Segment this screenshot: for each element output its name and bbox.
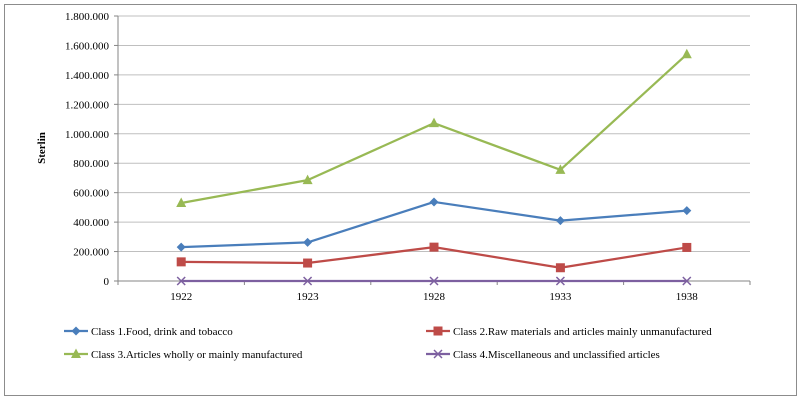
series-line [181, 53, 688, 205]
data-point [176, 197, 187, 207]
data-point [682, 276, 692, 286]
legend-label: Class 3.Articles wholly or mainly manufa… [91, 349, 303, 361]
y-tick-label: 1.200.000 [65, 99, 110, 111]
x-marker-stroke [303, 276, 313, 286]
legend-item-3: Class 3.Articles wholly or mainly manufa… [64, 348, 303, 361]
data-point [176, 257, 186, 267]
x-marker-stroke [682, 276, 692, 286]
gridlines [118, 15, 750, 253]
data-point [429, 197, 439, 207]
legend: Class 1.Food, drink and tobacco Class 2.R… [64, 326, 712, 361]
chart-frame [4, 4, 797, 396]
data-point [555, 276, 565, 286]
x-marker-stroke [433, 349, 443, 359]
y-tick-label: 600.000 [73, 188, 109, 200]
data-point [303, 258, 313, 268]
legend-marker [433, 349, 443, 359]
y-tick-label: 0 [104, 276, 110, 288]
y-tick-label: 1.800.000 [65, 11, 110, 23]
data-point [682, 242, 692, 252]
data-point [303, 276, 313, 286]
legend-label: Class 2.Raw materials and articles mainl… [453, 326, 712, 338]
x-tick-label: 1928 [423, 291, 446, 303]
legend-label: Class 1.Food, drink and tobacco [91, 326, 233, 338]
legend-marker [71, 348, 81, 358]
y-tick-label: 1.600.000 [65, 40, 110, 52]
data-point [555, 216, 565, 226]
legend-item-1: Class 1.Food, drink and tobacco [64, 326, 233, 338]
y-tick-labels: 0 200.000 400.000 600.000 800.000 1.000.000 1.… [65, 11, 110, 288]
y-tick-label: 200.000 [73, 247, 109, 259]
data-point [681, 48, 692, 59]
x-marker-stroke [176, 276, 186, 286]
y-axis-label: Sterlin [36, 132, 48, 164]
x-marker-stroke [429, 276, 439, 286]
y-tick-label: 400.000 [73, 217, 109, 229]
data-point [429, 242, 439, 252]
x-tick-labels: 1922 1923 1928 1933 1938 [170, 291, 698, 303]
series-3 [176, 48, 692, 207]
data-point [176, 242, 186, 252]
y-tick-label: 1.400.000 [65, 70, 110, 82]
legend-marker [433, 326, 443, 336]
data-point [176, 276, 186, 286]
legend-label: Class 4.Miscellaneous and unclassified a… [453, 349, 660, 361]
x-tick-label: 1923 [297, 291, 320, 303]
data-point [555, 263, 565, 273]
legend-marker [71, 326, 81, 336]
series-line [181, 200, 687, 249]
series-4 [176, 276, 692, 286]
y-tick-label: 800.000 [73, 158, 109, 170]
series-lines [176, 48, 692, 286]
legend-item-2: Class 2.Raw materials and articles mainl… [426, 326, 712, 338]
legend-item-4: Class 4.Miscellaneous and unclassified a… [426, 349, 660, 361]
x-tick-label: 1922 [170, 291, 192, 303]
data-point [302, 174, 313, 185]
data-point [682, 206, 692, 216]
y-tick-label: 1.000.000 [65, 129, 110, 141]
data-point [303, 237, 313, 247]
x-tick-label: 1933 [549, 291, 572, 303]
data-point [555, 164, 566, 174]
series-2 [176, 242, 692, 273]
x-tick-label: 1938 [676, 291, 699, 303]
x-marker-stroke [555, 276, 565, 286]
series-1 [176, 197, 692, 252]
data-point [429, 276, 439, 286]
data-point [429, 117, 439, 128]
